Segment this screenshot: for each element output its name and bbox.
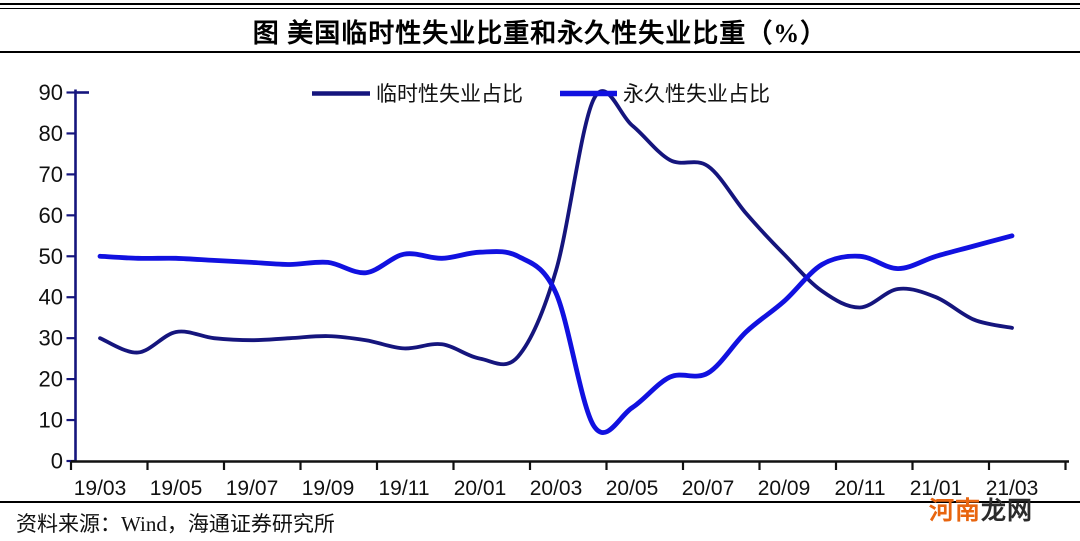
y-axis-tick-label: 90 (39, 80, 63, 105)
y-axis-tick-label: 50 (39, 244, 63, 269)
top-border-outer (0, 3, 1080, 5)
legend-label: 临时性失业占比 (376, 82, 523, 106)
watermark-part-primary: 河南 (929, 498, 982, 525)
watermark: 河南龙网 (929, 491, 1033, 527)
y-axis-tick-label: 60 (39, 203, 63, 228)
x-axis-tick-label: 19/05 (150, 477, 203, 500)
x-axis-tick-label: 20/05 (606, 477, 659, 500)
x-axis-tick-label: 19/09 (302, 477, 355, 500)
series-line-temporary (98, 89, 1014, 367)
x-axis-tick-label: 19/07 (226, 477, 279, 500)
source-note: 资料来源：Wind，海通证券研究所 (16, 512, 335, 536)
series-line-permanent (97, 233, 1015, 435)
y-axis-tick-label: 10 (39, 408, 63, 433)
y-axis-tick-label: 30 (39, 326, 63, 351)
x-axis-tick-label: 21/01 (910, 477, 963, 500)
x-axis-tick-label: 20/03 (530, 477, 583, 500)
x-axis-tick-label: 19/11 (379, 477, 430, 500)
x-axis-tick-label: 20/07 (682, 477, 735, 500)
x-axis-tick-label: 20/11 (835, 477, 886, 500)
legend-label: 永久性失业占比 (623, 82, 770, 106)
y-axis-tick-label: 70 (39, 162, 63, 187)
x-axis-tick-label: 20/01 (454, 477, 507, 500)
x-axis-tick-label: 21/03 (986, 477, 1039, 500)
chart-title: 图 美国临时性失业比重和永久性失业比重（%） (252, 19, 828, 48)
y-axis-tick-label: 20 (39, 367, 63, 392)
title-separator-line (0, 51, 1080, 53)
watermark-part-secondary: 龙网 (981, 498, 1034, 525)
x-axis-tick-label: 20/09 (758, 477, 811, 500)
y-axis-tick-label: 80 (39, 121, 63, 146)
y-axis-tick-label: 0 (51, 449, 63, 474)
y-axis-tick-label: 40 (39, 285, 63, 310)
top-border-inner (0, 8, 1080, 9)
x-axis-tick-label: 19/03 (74, 477, 127, 500)
footer-separator-line (0, 501, 1080, 503)
